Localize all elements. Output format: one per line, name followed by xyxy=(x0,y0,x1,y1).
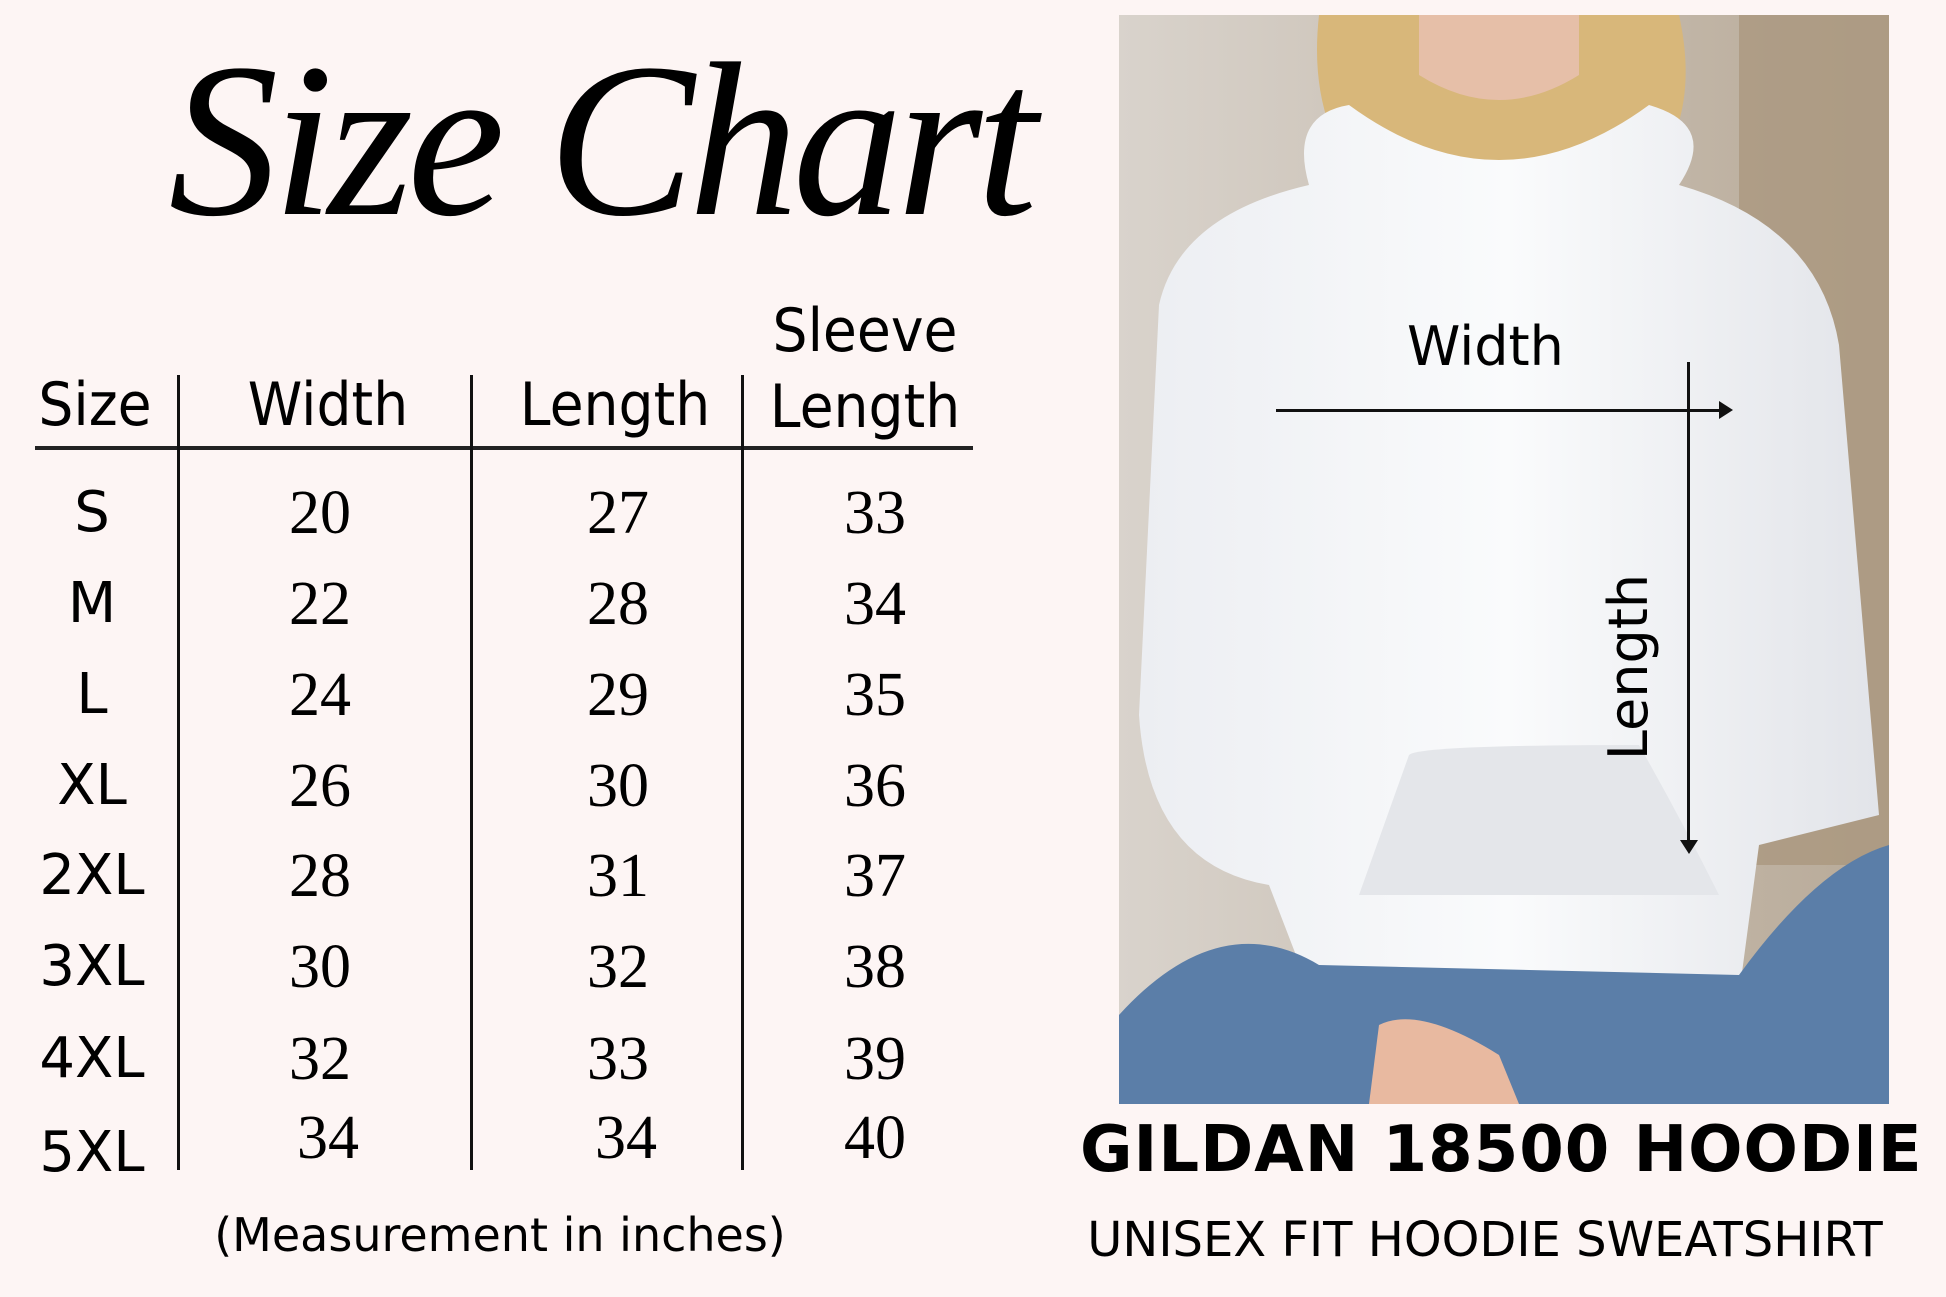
cell-sleeve: 35 xyxy=(844,661,906,729)
cell-length: 32 xyxy=(587,933,649,1001)
cell-length: 28 xyxy=(587,570,649,638)
width-measure-label: Width xyxy=(1407,315,1564,378)
cell-size: S xyxy=(74,480,110,545)
cell-size: M xyxy=(67,571,117,636)
cell-sleeve: 39 xyxy=(844,1025,906,1093)
hoodie-model-image xyxy=(1119,15,1889,1104)
page-title: Size Chart xyxy=(168,18,1038,262)
length-arrow xyxy=(1687,362,1690,842)
cell-size: L xyxy=(76,662,108,727)
cell-size: 4XL xyxy=(39,1026,145,1091)
arrow-down-icon xyxy=(1680,840,1698,854)
cell-length: 27 xyxy=(587,479,649,547)
cell-length: 30 xyxy=(587,752,649,820)
hoodie-photo: Width Length xyxy=(1119,15,1889,1104)
cell-size: XL xyxy=(57,753,127,818)
cell-sleeve: 33 xyxy=(844,479,906,547)
cell-sleeve: 40 xyxy=(844,1104,906,1172)
column-divider xyxy=(177,375,180,1170)
cell-width: 20 xyxy=(289,479,351,547)
length-measure-label: Length xyxy=(1597,573,1660,761)
cell-width: 28 xyxy=(289,842,351,910)
column-divider xyxy=(470,375,473,1170)
cell-width: 24 xyxy=(289,661,351,729)
cell-sleeve: 34 xyxy=(844,570,906,638)
product-name: GILDAN 18500 HOODIE xyxy=(1080,1113,1923,1187)
column-divider xyxy=(741,375,744,1170)
width-arrow xyxy=(1276,409,1726,412)
header-length: Length xyxy=(519,370,711,440)
cell-sleeve: 37 xyxy=(844,842,906,910)
header-width: Width xyxy=(247,370,409,440)
cell-length: 33 xyxy=(587,1025,649,1093)
product-subtitle: UNISEX FIT HOODIE SWEATSHIRT xyxy=(1087,1212,1883,1268)
header-size: Size xyxy=(38,370,152,440)
cell-length: 29 xyxy=(587,661,649,729)
cell-width: 32 xyxy=(289,1025,351,1093)
cell-width: 22 xyxy=(289,570,351,638)
cell-length: 34 xyxy=(595,1104,657,1172)
cell-sleeve: 38 xyxy=(844,933,906,1001)
cell-length: 31 xyxy=(587,842,649,910)
cell-width: 34 xyxy=(297,1104,359,1172)
header-sleeve-line2: Length xyxy=(769,372,961,442)
cell-width: 26 xyxy=(289,752,351,820)
cell-size: 2XL xyxy=(39,843,145,908)
measurement-note: (Measurement in inches) xyxy=(214,1208,786,1262)
cell-size: 5XL xyxy=(39,1120,145,1185)
cell-width: 30 xyxy=(289,933,351,1001)
arrow-right-icon xyxy=(1719,401,1733,419)
cell-sleeve: 36 xyxy=(844,752,906,820)
cell-size: 3XL xyxy=(39,934,145,999)
header-sleeve-line1: Sleeve xyxy=(772,296,958,366)
header-divider xyxy=(35,446,973,450)
